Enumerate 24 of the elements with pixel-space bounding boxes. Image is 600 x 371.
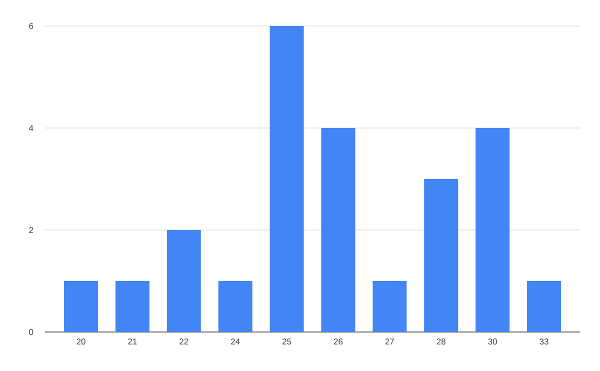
x-tick-label: 33 xyxy=(540,338,548,345)
x-tick-label: 20 xyxy=(76,338,86,345)
x-tick-label: 26 xyxy=(334,338,343,345)
bar xyxy=(321,128,356,332)
y-tick-label: 0 xyxy=(29,329,34,335)
bar xyxy=(424,179,458,332)
y-tick-label: 2 xyxy=(29,227,34,233)
x-tick-label: 27 xyxy=(385,338,394,344)
x-tick-label: 25 xyxy=(282,338,292,345)
x-tick-label: 24 xyxy=(231,338,240,344)
bar xyxy=(476,128,510,332)
y-tick-label: 4 xyxy=(28,125,34,131)
bar xyxy=(218,281,252,332)
bar xyxy=(115,281,150,332)
y-tick-label: 6 xyxy=(29,23,34,29)
bar xyxy=(64,281,98,332)
bar xyxy=(527,281,562,332)
bar xyxy=(166,230,201,332)
x-tick-label: 22 xyxy=(180,338,188,344)
bar xyxy=(372,281,407,332)
bar xyxy=(270,26,304,332)
x-tick-label: 30 xyxy=(488,338,497,345)
x-tick-label: 28 xyxy=(436,338,446,345)
x-tick-label: 21 xyxy=(128,338,137,344)
